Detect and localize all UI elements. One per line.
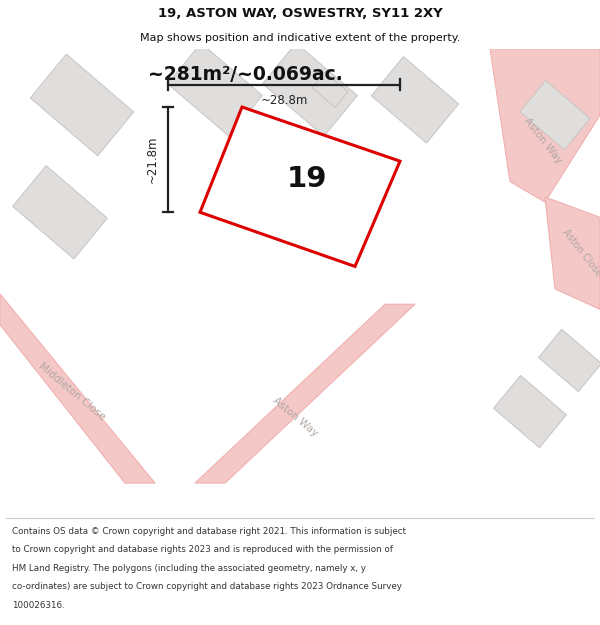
Text: HM Land Registry. The polygons (including the associated geometry, namely x, y: HM Land Registry. The polygons (includin… [12,564,366,572]
Text: Aston Way: Aston Way [271,395,319,438]
Polygon shape [263,43,358,136]
Polygon shape [520,81,590,150]
Text: to Crown copyright and database rights 2023 and is reproduced with the permissio: to Crown copyright and database rights 2… [12,546,393,554]
Polygon shape [167,43,262,136]
Text: co-ordinates) are subject to Crown copyright and database rights 2023 Ordnance S: co-ordinates) are subject to Crown copyr… [12,582,402,591]
Text: 100026316.: 100026316. [12,601,65,609]
Polygon shape [312,72,348,107]
Text: Contains OS data © Crown copyright and database right 2021. This information is : Contains OS data © Crown copyright and d… [12,527,406,536]
Polygon shape [490,49,600,202]
Polygon shape [494,376,566,448]
Polygon shape [539,329,600,392]
Polygon shape [371,57,458,143]
Text: Aston Way: Aston Way [522,116,564,166]
Polygon shape [30,54,134,156]
Text: Aston Close: Aston Close [560,228,600,279]
Text: ~28.8m: ~28.8m [260,94,308,108]
Polygon shape [200,107,400,266]
Text: ~21.8m: ~21.8m [146,136,158,183]
Text: ~281m²/~0.069ac.: ~281m²/~0.069ac. [148,65,343,84]
Polygon shape [545,197,600,309]
Text: Middleton Close: Middleton Close [37,361,107,422]
Polygon shape [13,166,107,259]
Text: 19, ASTON WAY, OSWESTRY, SY11 2XY: 19, ASTON WAY, OSWESTRY, SY11 2XY [158,7,442,20]
Text: 19: 19 [287,164,328,192]
Polygon shape [0,294,155,483]
Text: Map shows position and indicative extent of the property.: Map shows position and indicative extent… [140,33,460,43]
Polygon shape [195,304,415,483]
